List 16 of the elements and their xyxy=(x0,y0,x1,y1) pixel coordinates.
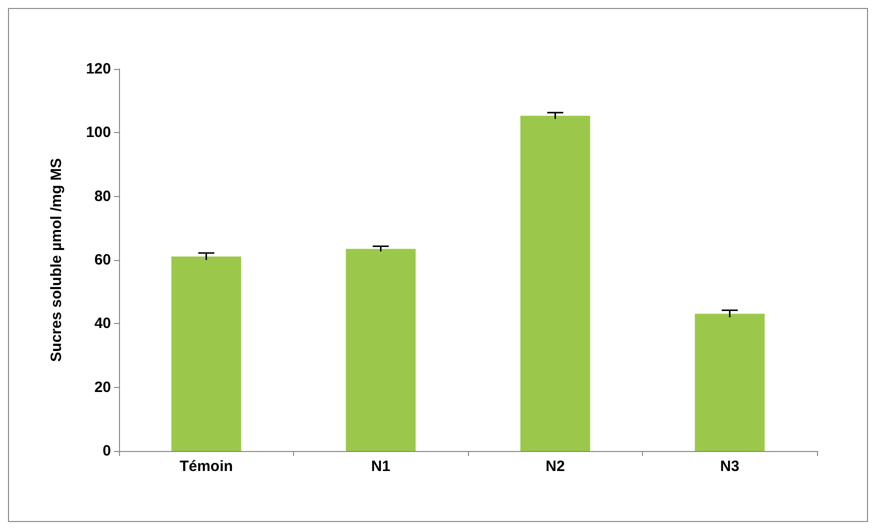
bar xyxy=(694,314,765,451)
x-tick-label: N2 xyxy=(546,458,565,475)
y-tick-label: 100 xyxy=(86,124,111,142)
x-tick-label: N3 xyxy=(720,458,740,475)
y-tick-label: 40 xyxy=(94,315,111,332)
bar xyxy=(171,256,242,451)
x-tick-label: N1 xyxy=(371,458,390,475)
x-tick-label: Témoin xyxy=(180,458,233,475)
y-tick-label: 0 xyxy=(102,442,111,460)
y-tick-label: 60 xyxy=(94,252,111,268)
y-tick-label: 20 xyxy=(94,378,111,396)
y-tick-label: 120 xyxy=(86,60,111,78)
y-tick-label: 80 xyxy=(94,188,111,205)
bar xyxy=(520,116,590,451)
y-axis-title: Sucres soluble µmol /mg MS xyxy=(48,158,65,362)
bar xyxy=(346,248,416,451)
